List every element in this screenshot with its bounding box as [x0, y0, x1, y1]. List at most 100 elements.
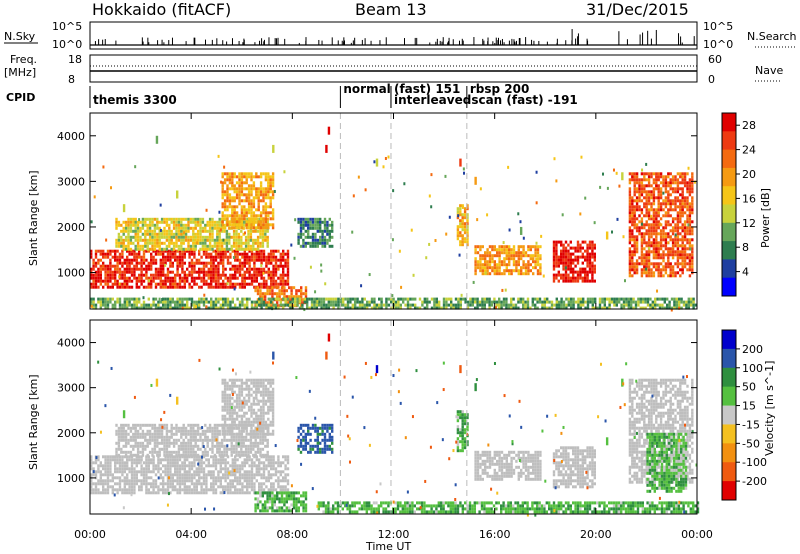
- data-cell: [192, 229, 195, 233]
- data-cell: [643, 268, 646, 272]
- data-cell: [163, 247, 166, 251]
- data-cell: [92, 306, 95, 310]
- data-cell: [264, 190, 268, 194]
- data-cell: [130, 482, 134, 486]
- data-cell: [121, 282, 124, 286]
- data-cell: [663, 306, 666, 310]
- sparse-dot: [535, 241, 538, 245]
- data-cell: [272, 273, 275, 277]
- data-cell: [178, 458, 182, 462]
- data-cell: [198, 276, 201, 280]
- data-cell: [557, 273, 560, 277]
- data-cell: [640, 244, 644, 248]
- data-cell: [664, 220, 668, 224]
- data-cell: [678, 303, 681, 307]
- data-cell: [572, 273, 575, 277]
- data-cell: [241, 485, 244, 489]
- data-cell: [212, 476, 215, 480]
- data-cell: [231, 199, 234, 203]
- data-cell: [265, 467, 268, 471]
- data-cell: [295, 289, 298, 293]
- data-cell: [267, 458, 270, 462]
- data-cell: [498, 300, 501, 304]
- data-cell: [313, 297, 316, 301]
- data-cell: [250, 464, 254, 468]
- data-cell: [683, 196, 687, 200]
- data-cell: [569, 252, 572, 256]
- data-cell: [266, 217, 269, 221]
- data-cell: [111, 488, 114, 492]
- data-cell: [681, 175, 684, 179]
- data-cell: [126, 270, 129, 274]
- data-cell: [116, 258, 119, 262]
- data-cell: [176, 461, 179, 465]
- sparse-dot: [150, 276, 153, 280]
- data-cell: [260, 476, 263, 480]
- data-cell: [184, 226, 188, 230]
- data-cell: [122, 238, 125, 242]
- data-cell: [235, 223, 239, 227]
- data-cell: [664, 202, 668, 206]
- data-cell: [257, 220, 260, 224]
- data-cell: [178, 470, 182, 474]
- data-cell: [442, 297, 446, 301]
- data-cell: [178, 258, 182, 262]
- data-cell: [90, 455, 93, 459]
- data-cell: [655, 226, 658, 230]
- data-cell: [631, 274, 634, 278]
- data-cell: [217, 279, 220, 283]
- data-cell: [688, 265, 692, 269]
- data-cell: [201, 238, 205, 242]
- data-cell: [172, 232, 176, 236]
- data-cell: [681, 229, 684, 233]
- data-cell: [282, 461, 285, 465]
- data-cell: [652, 256, 656, 260]
- data-cell: [123, 261, 126, 265]
- data-cell: [90, 285, 93, 289]
- data-cell: [683, 184, 687, 188]
- data-cell: [205, 488, 208, 492]
- data-cell: [493, 269, 496, 273]
- data-cell: [183, 279, 186, 283]
- data-cell: [192, 241, 195, 245]
- data-cell: [259, 214, 263, 218]
- data-cell: [536, 306, 539, 310]
- data-cell: [90, 297, 93, 301]
- data-cell: [503, 269, 506, 273]
- data-cell: [659, 190, 663, 194]
- data-cell: [322, 303, 326, 307]
- data-cell: [670, 306, 674, 310]
- data-cell: [476, 303, 479, 307]
- data-cell: [153, 241, 157, 245]
- data-cell: [190, 491, 194, 495]
- data-cell: [92, 297, 95, 301]
- data-cell: [270, 258, 273, 262]
- data-cell: [260, 261, 263, 265]
- data-cell: [165, 217, 169, 221]
- data-cell: [144, 220, 147, 224]
- data-cell: [674, 262, 677, 266]
- data-cell: [271, 295, 274, 299]
- data-cell: [310, 306, 314, 310]
- data-cell: [189, 238, 193, 242]
- data-cell: [194, 223, 197, 227]
- data-cell: [645, 259, 648, 263]
- data-cell: [507, 303, 510, 307]
- data-cell: [160, 217, 164, 221]
- data-cell: [576, 246, 580, 250]
- sparse-dot: [612, 168, 615, 172]
- data-cell: [258, 273, 261, 277]
- sparse-dot: [158, 297, 161, 301]
- data-cell: [234, 476, 237, 480]
- data-cell: [681, 253, 684, 257]
- data-cell: [252, 181, 256, 185]
- data-cell: [560, 306, 563, 310]
- data-cell: [248, 282, 251, 286]
- data-cell: [118, 273, 122, 277]
- data-cell: [562, 306, 566, 310]
- data-cell: [243, 181, 246, 185]
- data-cell: [252, 217, 256, 221]
- data-cell: [205, 261, 208, 265]
- data-cell: [250, 476, 254, 480]
- data-cell: [309, 217, 312, 221]
